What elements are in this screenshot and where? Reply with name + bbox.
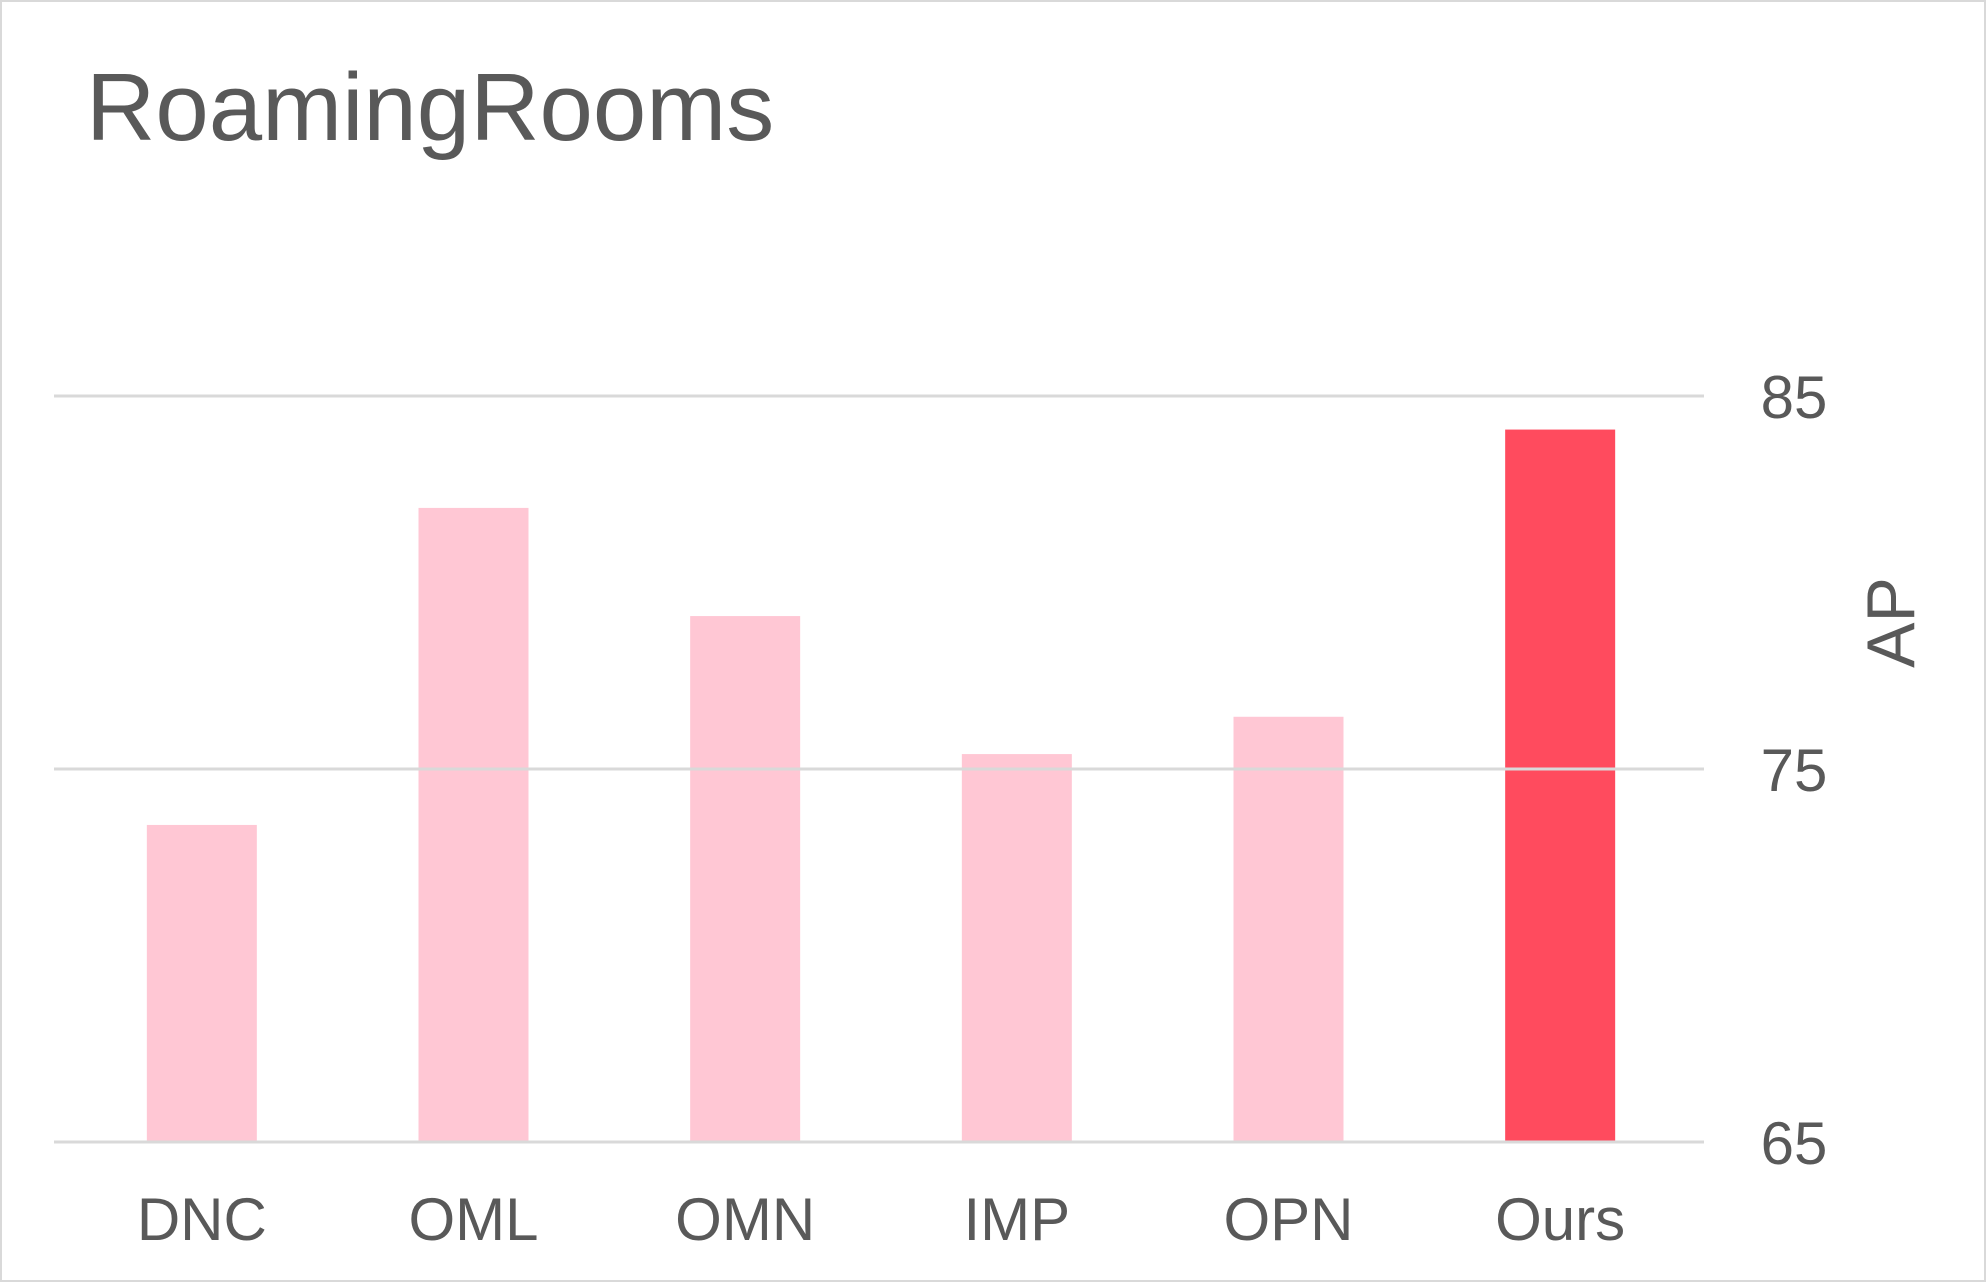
bar-imp: [961, 754, 1072, 1141]
x-tick-labels: DNC OML OMN IMP OPN Ours: [137, 1186, 1625, 1253]
x-tick-label: DNC: [137, 1186, 267, 1253]
bar-omn: [690, 616, 801, 1141]
bar-oml: [418, 507, 529, 1141]
bar-ours: [1505, 429, 1616, 1141]
x-tick-label: IMP: [963, 1186, 1070, 1253]
x-tick-label: OMN: [675, 1186, 815, 1253]
y-tick-label: 85: [1761, 364, 1828, 431]
bar-opn: [1233, 716, 1344, 1141]
y-axis-label: AP: [1853, 577, 1929, 668]
y-tick-label: 75: [1761, 737, 1828, 804]
x-tick-label: OML: [408, 1186, 538, 1253]
y-tick-label: 65: [1761, 1110, 1828, 1177]
gridlines: [54, 394, 1704, 1144]
bars: [146, 429, 1616, 1141]
bar-dnc: [146, 824, 257, 1141]
x-tick-label: Ours: [1495, 1186, 1625, 1253]
y-tick-labels: 65 75 85: [1761, 364, 1828, 1177]
x-tick-label: OPN: [1223, 1186, 1353, 1253]
chart-title: RoamingRooms: [86, 54, 774, 161]
